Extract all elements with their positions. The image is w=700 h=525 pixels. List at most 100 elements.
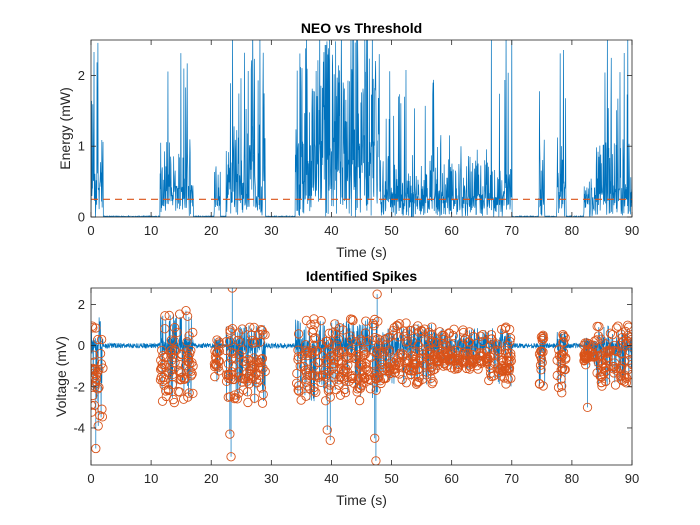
spike-marker [306,319,316,330]
neo-x-tick-label: 90 [625,223,639,238]
spike-marker [487,334,497,344]
spike-marker [357,366,367,376]
spike-marker [375,348,385,358]
spike-marker [158,376,168,387]
spike-marker [243,354,253,365]
spike-marker [91,390,98,401]
spike-marker [333,334,344,344]
spike-marker [182,337,192,347]
spike-marker [302,350,312,361]
spike-marker [496,355,507,365]
spike-marker [184,388,194,398]
spike-marker [351,354,361,364]
spike-marker [329,362,339,372]
spike-marker [97,404,107,414]
spike-marker [558,363,568,373]
spike-marker [310,333,320,343]
spike-marker [237,377,248,387]
spike-marker [95,348,106,359]
spike-marker [358,377,369,387]
spike-marker [610,380,621,390]
spike-marker [161,362,171,372]
spike-marker-extreme [322,425,332,435]
spike-marker [599,363,609,374]
spike-marker [173,365,184,376]
spike-marker [446,354,457,364]
spike-marker [384,362,394,373]
spikes-x-tick-label: 60 [444,471,458,486]
spike-marker [420,360,431,370]
spike-marker [426,329,437,339]
spike-marker [621,339,631,349]
spike-marker [623,355,632,366]
spike-marker [441,340,451,351]
spike-marker [162,352,172,363]
spike-marker [93,384,103,394]
spike-marker [188,327,198,338]
spike-marker [156,364,166,375]
spike-marker [221,370,232,380]
spike-marker [316,339,327,350]
spike-marker [535,360,546,370]
spike-marker-extreme [181,305,191,316]
spike-marker-extreme [227,288,237,293]
spike-marker [229,393,240,404]
spike-marker [380,334,390,345]
spike-marker [295,361,305,371]
spike-marker-extreme [370,433,380,443]
spike-marker [433,355,443,366]
spike-marker [346,371,356,382]
spike-marker [410,324,420,334]
spike-marker [309,382,319,393]
spike-marker [230,390,240,400]
spike-marker [91,323,98,333]
spike-marker [373,346,384,356]
spike-marker [225,325,235,335]
spike-marker [177,349,187,359]
spike-marker [439,335,449,345]
neo-y-tick-label: 2 [78,68,85,83]
spike-marker [364,370,375,380]
spike-marker [501,379,511,389]
neo-x-tick-label: 80 [565,223,579,238]
spike-marker [430,364,440,374]
spike-marker [302,347,312,357]
spikes-x-tick-label: 50 [384,471,398,486]
spike-marker [245,322,255,332]
spike-marker [624,332,632,342]
spike-marker [157,345,167,355]
spike-marker [464,327,474,337]
voltage-series-layer [91,288,632,461]
spike-marker [580,355,590,365]
spike-marker [535,351,546,361]
spike-marker [459,347,469,358]
spike-marker [172,327,182,338]
spike-marker [187,357,197,368]
spike-marker [167,345,177,355]
spike-marker [167,372,178,382]
spike-marker [354,395,365,406]
spike-marker [336,363,346,374]
spike-marker [368,318,378,329]
neo-x-tick-label: 40 [324,223,338,238]
spike-marker [371,368,381,378]
spike-marker [560,333,570,343]
neo-x-tick-label: 30 [264,223,278,238]
spike-marker [328,358,338,369]
neo-y-axis-label: Energy (mW) [57,87,73,169]
spike-marker [596,334,606,344]
spike-marker [557,388,567,398]
spike-marker [593,331,604,341]
spike-marker [335,323,345,333]
neo-y-tick-label: 0 [78,210,85,225]
spike-marker [91,407,97,417]
spike-marker [301,374,311,385]
spike-marker [413,364,423,375]
spike-marker [156,355,166,365]
spike-marker [409,366,419,376]
spike-marker [475,347,485,358]
spikes-y-tick-label: -4 [73,420,85,435]
spike-marker [500,323,510,333]
spike-marker [458,327,469,338]
